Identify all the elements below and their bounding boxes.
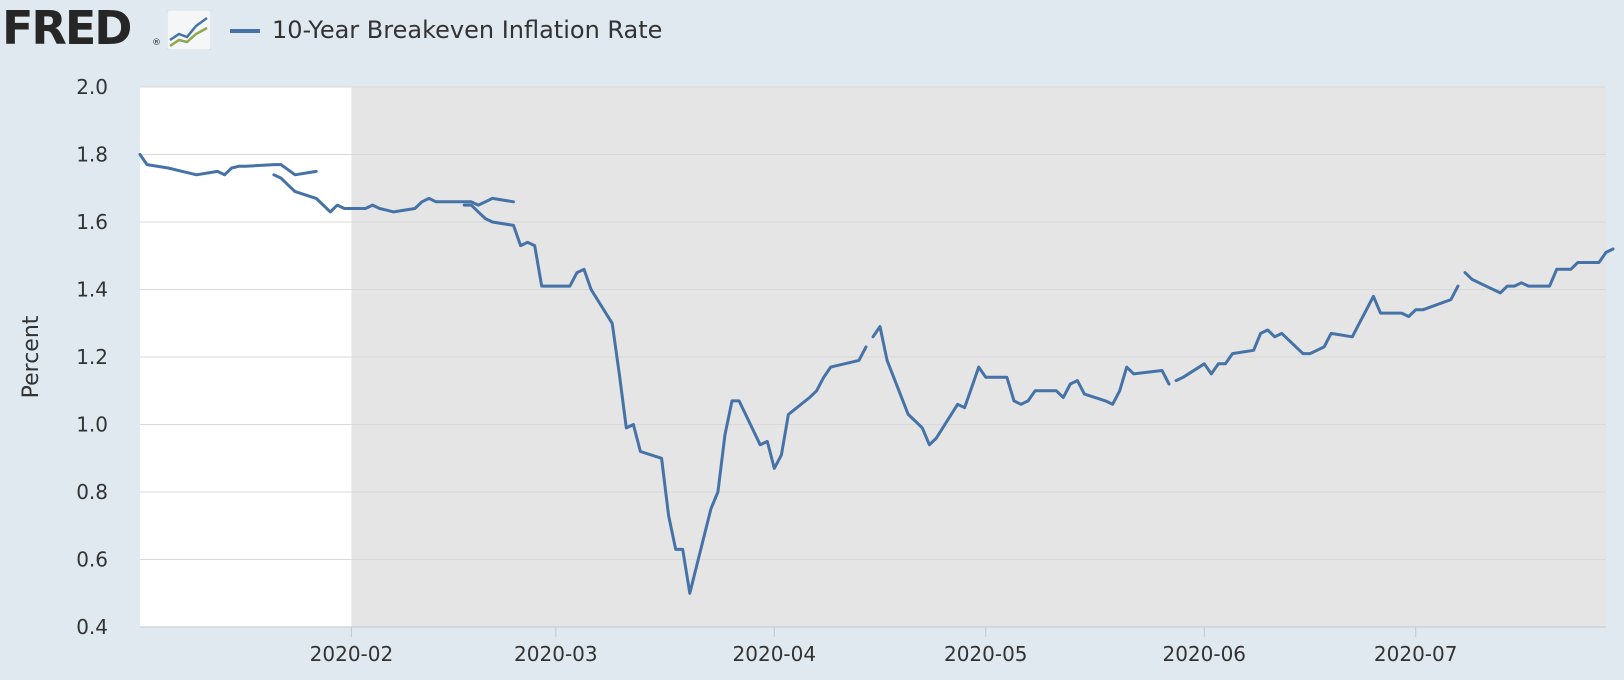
- legend-swatch: [230, 29, 260, 33]
- y-axis: 0.4 0.6 0.8 1.0 1.2 1.4 1.6 1.8 2.0: [76, 75, 108, 639]
- series-line-segment[interactable]: [272, 173, 515, 214]
- series-line-segment[interactable]: [1463, 247, 1615, 295]
- series-line-segment[interactable]: [871, 325, 1171, 447]
- series-line-segment[interactable]: [138, 153, 318, 177]
- y-axis-title: Percent: [19, 315, 44, 398]
- x-axis: 2020-02 2020-03 2020-04 2020-05 2020-06 2020-…: [310, 627, 1458, 666]
- legend-label[interactable]: 10-Year Breakeven Inflation Rate: [272, 16, 663, 44]
- chart-header: FRED ® 10-Year Breakeven Inflation Rate: [0, 0, 1624, 58]
- x-tick-label: 2020-06: [1162, 642, 1246, 666]
- y-tick-label: 0.8: [76, 480, 108, 504]
- x-tick-label: 2020-04: [733, 642, 817, 666]
- y-tick-label: 1.6: [76, 210, 108, 234]
- fred-chart-icon: [167, 10, 211, 50]
- y-tick-label: 1.8: [76, 143, 108, 167]
- y-tick-label: 1.4: [76, 278, 108, 302]
- y-tick-label: 0.4: [76, 615, 108, 639]
- x-tick-label: 2020-07: [1374, 642, 1458, 666]
- x-tick-label: 2020-03: [514, 642, 598, 666]
- x-tick-label: 2020-02: [310, 642, 394, 666]
- y-tick-label: 0.6: [76, 548, 108, 572]
- y-tick-label: 1.2: [76, 345, 108, 369]
- data-series[interactable]: [138, 153, 1615, 595]
- series-line-segment[interactable]: [462, 203, 868, 595]
- y-tick-label: 1.0: [76, 413, 108, 437]
- series-line-segment[interactable]: [1174, 284, 1460, 383]
- y-tick-label: 2.0: [76, 75, 108, 99]
- fred-logo[interactable]: FRED: [2, 1, 132, 55]
- x-tick-label: 2020-05: [944, 642, 1028, 666]
- registered-mark: ®: [152, 38, 161, 48]
